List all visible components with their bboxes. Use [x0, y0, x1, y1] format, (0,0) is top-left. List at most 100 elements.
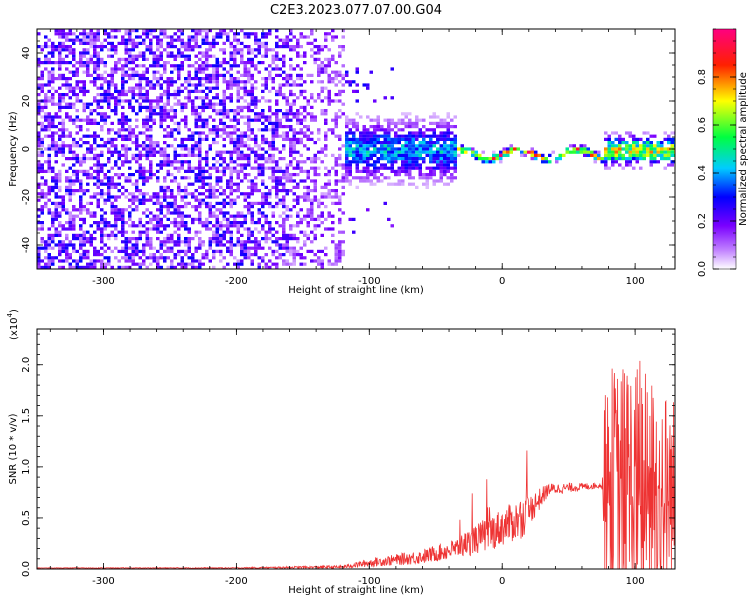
- heatmap-cell: [138, 144, 142, 148]
- heatmap-cell: [89, 195, 93, 199]
- heatmap-cell: [156, 169, 160, 173]
- heatmap-cell: [114, 144, 118, 148]
- heatmap-cell: [107, 128, 111, 132]
- heatmap-cell: [89, 166, 93, 170]
- heatmap-cell: [338, 45, 342, 49]
- heatmap-cell: [82, 86, 86, 90]
- heatmap-cell: [240, 233, 244, 237]
- heatmap-cell: [240, 80, 244, 84]
- heatmap-cell: [282, 115, 286, 119]
- heatmap-cell: [79, 224, 83, 228]
- heatmap-cell: [72, 265, 76, 269]
- heatmap-cell: [331, 195, 335, 199]
- heatmap-cell: [47, 246, 51, 250]
- heatmap-cell: [180, 41, 184, 45]
- heatmap-cell: [292, 150, 296, 154]
- heatmap-cell: [170, 192, 174, 196]
- heatmap-cell: [170, 189, 174, 193]
- heatmap-cell: [37, 253, 41, 257]
- heatmap-cell: [303, 256, 307, 260]
- heatmap-cell: [100, 259, 104, 263]
- heatmap-cell: [184, 147, 188, 151]
- heatmap-cell: [135, 189, 139, 193]
- heatmap-cell: [215, 201, 219, 205]
- heatmap-cell: [180, 118, 184, 122]
- heatmap-cell: [443, 169, 447, 173]
- heatmap-cell: [93, 141, 97, 145]
- heatmap-cell: [292, 253, 296, 257]
- heatmap-cell: [268, 246, 272, 250]
- heatmap-cell: [268, 73, 272, 77]
- heatmap-cell: [229, 160, 233, 164]
- heatmap-cell: [208, 189, 212, 193]
- heatmap-cell: [79, 64, 83, 68]
- heatmap-cell: [464, 147, 468, 151]
- heatmap-cell: [201, 67, 205, 71]
- heatmap-cell: [229, 73, 233, 77]
- heatmap-cell: [86, 73, 90, 77]
- heatmap-cell: [327, 77, 331, 81]
- heatmap-cell: [75, 189, 79, 193]
- heatmap-cell: [390, 153, 394, 157]
- heatmap-cell: [247, 77, 251, 81]
- heatmap-cell: [299, 160, 303, 164]
- heatmap-cell: [65, 249, 69, 253]
- heatmap-cell: [131, 128, 135, 132]
- heatmap-cell: [159, 73, 163, 77]
- heatmap-cell: [240, 137, 244, 141]
- heatmap-cell: [86, 256, 90, 260]
- heatmap-cell: [285, 208, 289, 212]
- heatmap-cell: [173, 201, 177, 205]
- heatmap-cell: [128, 259, 132, 263]
- heatmap-cell: [110, 230, 114, 234]
- heatmap-cell: [285, 262, 289, 266]
- heatmap-cell: [376, 176, 380, 180]
- heatmap-cell: [145, 137, 149, 141]
- heatmap-cell: [243, 61, 247, 65]
- heatmap-cell: [198, 57, 202, 61]
- heatmap-cell: [663, 150, 667, 154]
- heatmap-cell: [257, 128, 261, 132]
- heatmap-cell: [58, 195, 62, 199]
- heatmap-cell: [128, 105, 132, 109]
- heatmap-cell: [285, 35, 289, 39]
- heatmap-cell: [82, 64, 86, 68]
- heatmap-cell: [653, 160, 657, 164]
- heatmap-cell: [187, 153, 191, 157]
- heatmap-cell: [86, 176, 90, 180]
- heatmap-cell: [285, 214, 289, 218]
- heatmap-cell: [215, 182, 219, 186]
- heatmap-cell: [54, 208, 58, 212]
- heatmap-cell: [243, 195, 247, 199]
- heatmap-cell: [289, 77, 293, 81]
- heatmap-cell: [285, 131, 289, 135]
- heatmap-cell: [170, 54, 174, 58]
- heatmap-cell: [366, 134, 370, 138]
- heatmap-cell: [243, 217, 247, 221]
- heatmap-cell: [44, 41, 48, 45]
- heatmap-cell: [663, 137, 667, 141]
- heatmap-cell: [149, 83, 153, 87]
- heatmap-cell: [450, 166, 454, 170]
- heatmap-cell: [275, 147, 279, 151]
- heatmap-cell: [408, 153, 412, 157]
- heatmap-cell: [429, 128, 433, 132]
- heatmap-cell: [198, 240, 202, 244]
- heatmap-cell: [240, 214, 244, 218]
- heatmap-cell: [170, 201, 174, 205]
- heatmap-cell: [282, 134, 286, 138]
- heatmap-cell: [247, 48, 251, 52]
- heatmap-cell: [320, 195, 324, 199]
- heatmap-cell: [93, 246, 97, 250]
- heatmap-cell: [233, 182, 237, 186]
- heatmap-cell: [68, 38, 72, 42]
- heatmap-cell: [135, 83, 139, 87]
- heatmap-cell: [166, 185, 170, 189]
- heatmap-cell: [177, 121, 181, 125]
- heatmap-cell: [212, 64, 216, 68]
- heatmap-cell: [180, 45, 184, 49]
- heatmap-cell: [114, 208, 118, 212]
- heatmap-cell: [257, 153, 261, 157]
- heatmap-cell: [362, 83, 366, 87]
- heatmap-cell: [61, 243, 65, 247]
